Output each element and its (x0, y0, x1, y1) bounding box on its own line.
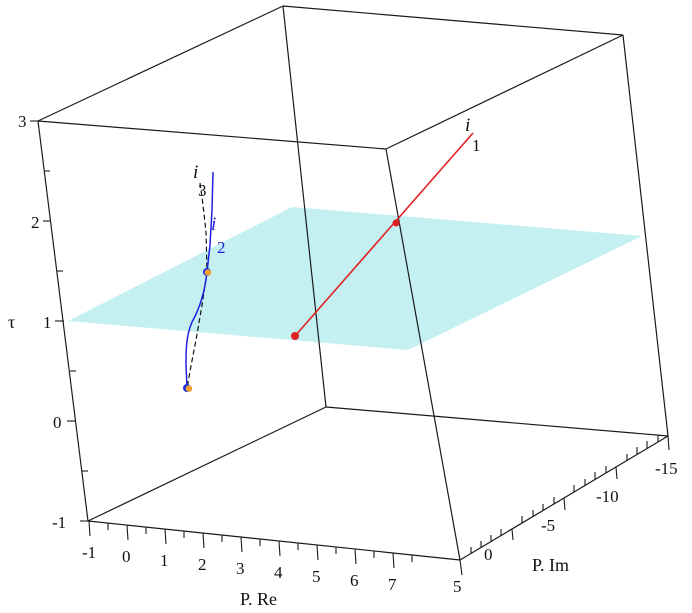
tau-tick-minus1: -1 (52, 513, 66, 532)
tau-tick-1: 1 (43, 313, 52, 332)
svg-text:3: 3 (198, 181, 207, 200)
p-im-axis: 5 0 -5 -10 -15 P. Im (453, 435, 678, 596)
i2-i3-start-marker (183, 384, 193, 392)
label-i2: i 2 (211, 214, 226, 257)
im-tick-minus5: -5 (541, 516, 555, 535)
re-tick-3: 3 (236, 559, 245, 578)
re-tick-1: 1 (160, 551, 169, 570)
tau-tick-3: 3 (18, 112, 27, 131)
re-tick-5: 5 (312, 567, 321, 586)
label-i3: i 3 (193, 162, 207, 200)
tau-axis: 3 2 1 0 -1 τ (8, 112, 88, 532)
i2-i3-crossing-marker (203, 268, 212, 276)
tau-tick-0: 0 (53, 413, 62, 432)
tau-tick-2: 2 (31, 213, 40, 232)
p-re-axis-label: P. Re (240, 589, 277, 609)
svg-text:i: i (211, 214, 216, 235)
i1-start-marker (291, 332, 299, 340)
i1-crossing-marker (392, 219, 400, 227)
p-re-axis: -1 0 1 2 3 4 5 6 7 P. Re (82, 520, 463, 609)
im-tick-5: 5 (453, 577, 462, 596)
re-tick-7: 7 (388, 575, 397, 594)
svg-text:1: 1 (472, 136, 481, 155)
svg-text:i: i (465, 115, 470, 136)
im-tick-minus15: -15 (655, 459, 678, 478)
series-i1-curve (294, 132, 474, 337)
im-tick-0: 0 (484, 545, 493, 564)
im-tick-minus10: -10 (596, 487, 619, 506)
re-tick-6: 6 (350, 571, 359, 590)
p-im-axis-label: P. Im (532, 555, 569, 575)
tau-plane (68, 207, 642, 350)
label-i1: i 1 (465, 115, 481, 155)
svg-text:2: 2 (217, 238, 226, 257)
re-tick-minus1: -1 (82, 543, 96, 562)
tau-axis-label: τ (8, 312, 15, 332)
re-tick-0: 0 (122, 547, 131, 566)
re-tick-2: 2 (198, 555, 207, 574)
svg-text:i: i (193, 162, 198, 183)
re-tick-4: 4 (274, 563, 283, 582)
